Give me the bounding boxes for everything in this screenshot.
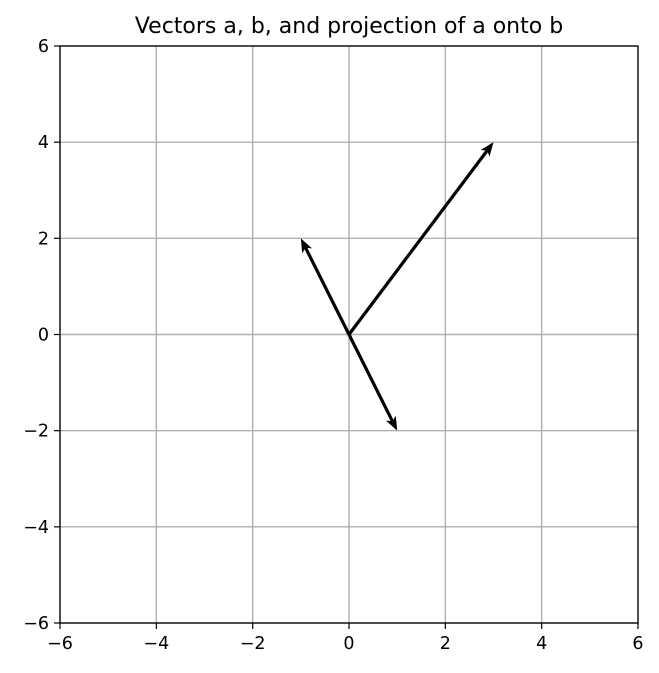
y-tick-label: −6: [23, 614, 49, 634]
x-tick-label: −4: [143, 634, 169, 654]
vector: [347, 333, 398, 431]
vector: [347, 142, 494, 336]
x-tick-label: −6: [47, 634, 73, 654]
vector-arrowhead: [300, 238, 313, 254]
vectors: [300, 142, 494, 431]
x-tick-label: 6: [632, 634, 643, 654]
y-tick-label: 4: [38, 133, 49, 153]
x-tick-label: 0: [343, 634, 354, 654]
chart-title: Vectors a, b, and projection of a onto b: [135, 14, 563, 39]
y-tick-label: −2: [23, 422, 49, 442]
vector: [300, 238, 351, 336]
x-tick-label: 4: [536, 634, 547, 654]
vector-arrowhead: [385, 415, 398, 431]
y-tick-label: 2: [38, 229, 49, 249]
vector-shaft: [347, 333, 395, 424]
y-tick-label: 0: [38, 326, 49, 346]
ticks: −6 −4 −2 0 2 4 6 −6 −4 −2 0 2 4 6: [23, 37, 643, 654]
x-tick-label: −2: [240, 634, 266, 654]
vector-shaft: [303, 245, 351, 336]
vector-shaft: [347, 147, 490, 336]
y-tick-label: −4: [23, 518, 49, 538]
vector-arrowhead: [480, 142, 494, 157]
x-tick-label: 2: [440, 634, 451, 654]
y-tick-label: 6: [38, 37, 49, 57]
